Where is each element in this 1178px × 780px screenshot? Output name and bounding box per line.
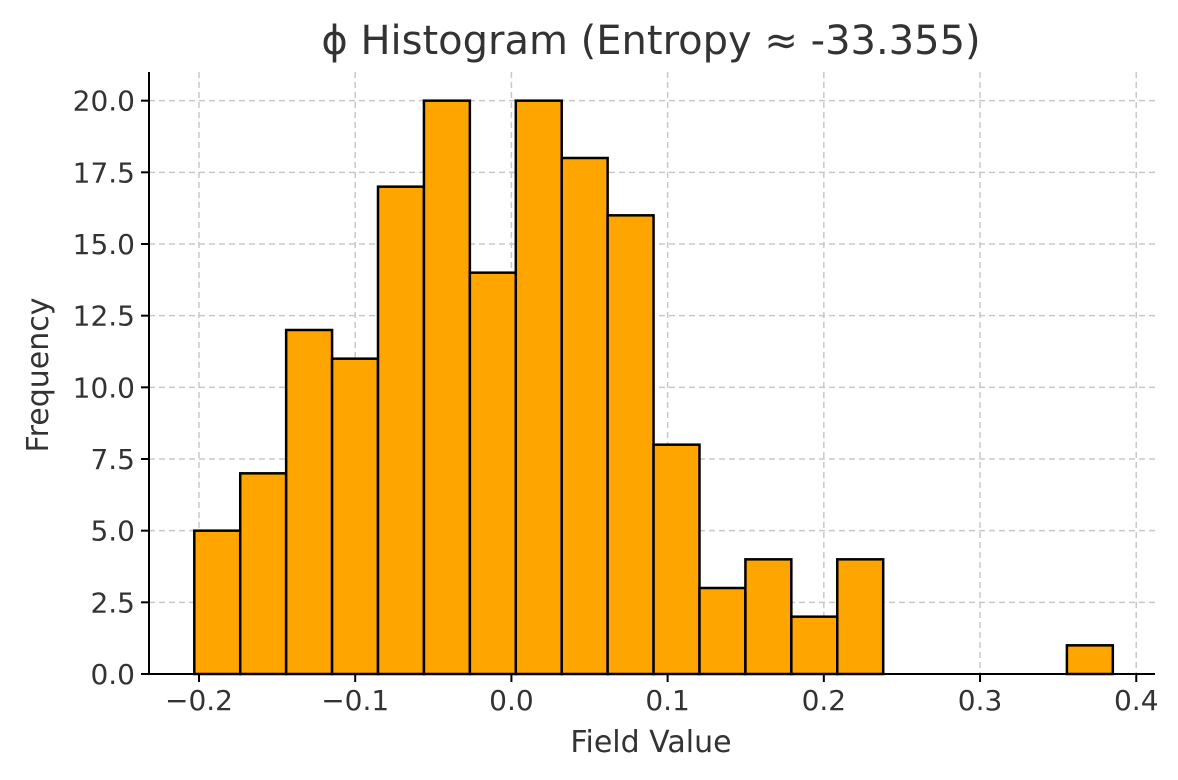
y-tick-label: 2.5 — [90, 586, 135, 619]
x-tick-label: 0.2 — [802, 684, 847, 717]
x-axis-label: Field Value — [570, 725, 731, 760]
histogram-bar — [330, 357, 380, 676]
x-axis-ticks: −0.2 −0.1 0.0 0.1 0.2 0.3 0.4 — [165, 674, 1159, 717]
histogram-bar — [698, 586, 747, 676]
y-axis-ticks: 0.0 2.5 5.0 7.5 10.0 12.5 15.0 17.5 20.0 — [73, 85, 149, 691]
y-tick-label: 7.5 — [90, 443, 135, 476]
y-tick-label: 20.0 — [73, 85, 135, 118]
y-tick-label: 17.5 — [73, 156, 135, 189]
histogram-bar — [468, 271, 518, 676]
histogram-bar — [193, 529, 242, 676]
x-tick-label: 0.3 — [958, 684, 1003, 717]
histogram-bar — [790, 615, 839, 676]
y-tick-label: 0.0 — [90, 658, 135, 691]
histogram-bar — [422, 99, 472, 676]
histogram-bar — [652, 443, 701, 676]
y-axis-label: Frequency — [21, 298, 56, 453]
histogram-bar — [1065, 644, 1115, 676]
x-tick-label: −0.1 — [321, 684, 389, 717]
histogram-bar — [284, 328, 334, 676]
histogram-bar — [376, 185, 426, 676]
histogram-bar — [836, 558, 885, 676]
chart-title: ϕ Histogram (Entropy ≈ -33.355) — [321, 18, 980, 64]
histogram-bar — [238, 472, 288, 676]
y-tick-label: 12.5 — [73, 300, 135, 333]
histogram-bar — [606, 214, 655, 676]
x-tick-label: 0.4 — [1114, 684, 1159, 717]
histogram-bar — [744, 558, 793, 676]
histogram-bar — [560, 156, 609, 676]
y-tick-label: 10.0 — [73, 371, 135, 404]
y-tick-label: 5.0 — [90, 515, 135, 548]
x-tick-label: 0.1 — [645, 684, 690, 717]
x-tick-label: −0.2 — [165, 684, 233, 717]
histogram-bars — [193, 99, 1115, 676]
x-tick-label: 0.0 — [489, 684, 534, 717]
histogram-bar — [514, 99, 563, 676]
y-tick-label: 15.0 — [73, 228, 135, 261]
